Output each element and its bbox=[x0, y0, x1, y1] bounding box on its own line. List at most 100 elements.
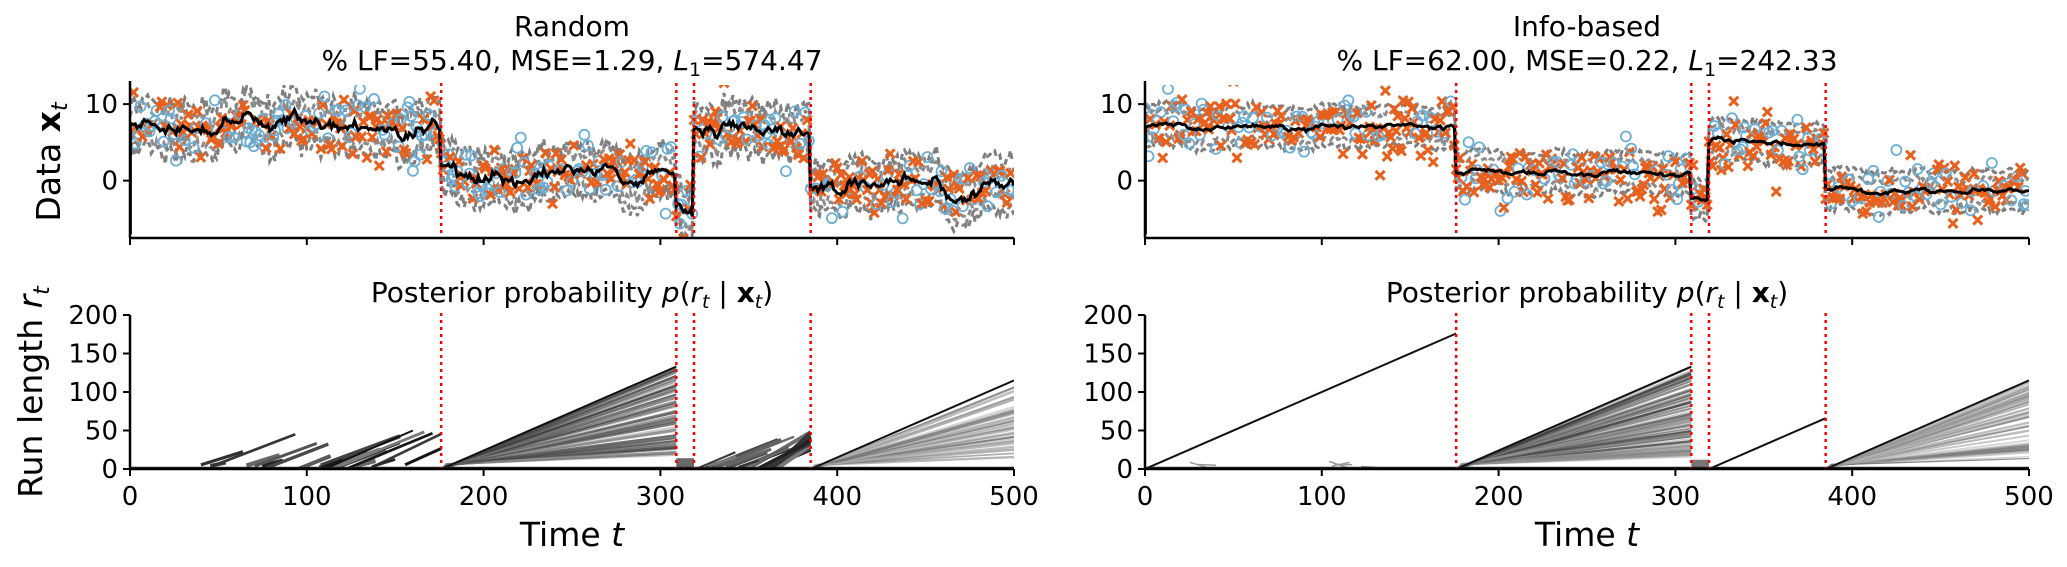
run-length-diagonal bbox=[810, 379, 1014, 469]
observed-point bbox=[1503, 160, 1515, 173]
run-length-streak bbox=[441, 374, 677, 469]
run-length-streak bbox=[1829, 448, 2029, 467]
observed-point bbox=[619, 166, 631, 178]
y-tick-label: 100 bbox=[1083, 378, 1133, 408]
posterior-mean-line bbox=[130, 105, 1014, 217]
unobserved-point bbox=[178, 134, 191, 147]
observed-point bbox=[1657, 163, 1669, 175]
unobserved-point bbox=[1985, 157, 1998, 169]
observed-point bbox=[1176, 94, 1188, 106]
run-length-streak bbox=[707, 455, 737, 468]
y-tick-label: 50 bbox=[1100, 417, 1133, 447]
run-length-streak bbox=[1459, 388, 1692, 469]
run-length-streak bbox=[1460, 453, 1692, 466]
subtitle-random-metrics: % LF=55.40, MSE=1.29, L1=574.47 bbox=[321, 44, 822, 81]
observed-point bbox=[1615, 174, 1627, 186]
run-length-streak bbox=[815, 410, 1014, 469]
unobserved-point bbox=[599, 183, 612, 196]
observed-point bbox=[1498, 201, 1510, 214]
observed-point bbox=[1160, 136, 1172, 148]
run-length-streak bbox=[1331, 461, 1350, 467]
run-length-block bbox=[1691, 459, 1709, 469]
unobserved-point bbox=[1501, 192, 1514, 205]
run-length-streak bbox=[444, 388, 677, 469]
unobserved-point bbox=[910, 184, 923, 197]
unobserved-point bbox=[2021, 199, 2029, 211]
observed-point bbox=[428, 95, 440, 107]
observed-point bbox=[835, 169, 847, 181]
unobserved-point bbox=[368, 93, 380, 105]
observed-point bbox=[1402, 96, 1414, 108]
observed-point bbox=[831, 162, 843, 174]
observed-point bbox=[1215, 140, 1227, 152]
unobserved-point bbox=[1872, 211, 1885, 223]
observed-point bbox=[1337, 148, 1349, 160]
metric-l1: 242.33 bbox=[1740, 44, 1838, 77]
observed-point bbox=[1395, 145, 1407, 157]
observed-point bbox=[1993, 175, 2005, 187]
observed-point bbox=[1229, 98, 1241, 110]
observed-point bbox=[953, 183, 965, 195]
observed-point bbox=[294, 121, 306, 133]
unobserved-point bbox=[509, 167, 522, 179]
unobserved-point bbox=[1459, 193, 1471, 206]
title-posterior-right: Posterior probability p(rt | xt) bbox=[1386, 276, 1788, 313]
unobserved-point bbox=[780, 165, 792, 178]
run-length-streak bbox=[740, 447, 790, 469]
observed-point bbox=[1392, 110, 1404, 122]
y-tick-label: 0 bbox=[101, 455, 118, 485]
unobserved-point bbox=[825, 212, 838, 225]
observed-point bbox=[801, 114, 813, 126]
run-length-streak bbox=[345, 432, 434, 469]
observed-point bbox=[1192, 113, 1204, 125]
unobserved-point bbox=[1791, 113, 1804, 126]
observed-point bbox=[755, 113, 767, 125]
run-length-streak bbox=[816, 428, 1014, 468]
observed-point bbox=[1484, 181, 1496, 193]
observed-point bbox=[315, 143, 327, 155]
run-length-streak bbox=[737, 459, 759, 469]
observed-point bbox=[817, 168, 829, 180]
x-tick-label: 0 bbox=[122, 482, 139, 512]
x-tick-label: 100 bbox=[1297, 482, 1347, 512]
run-length-streak bbox=[1457, 372, 1692, 469]
unobserved-point bbox=[1238, 110, 1250, 123]
x-tick-label: 400 bbox=[812, 482, 862, 512]
plot-area bbox=[130, 365, 1014, 469]
observed-point bbox=[798, 152, 810, 164]
run-length-streak bbox=[443, 411, 677, 468]
unobserved-point bbox=[253, 129, 265, 142]
y-tick-label: 0 bbox=[101, 167, 118, 197]
unobserved-point bbox=[1619, 130, 1632, 143]
observed-point bbox=[695, 152, 707, 164]
observed-point bbox=[325, 143, 338, 155]
observed-point bbox=[1942, 175, 1954, 187]
run-length-streak bbox=[444, 394, 677, 469]
observed-point bbox=[1818, 127, 1830, 139]
unobserved-point bbox=[187, 141, 200, 154]
observed-point bbox=[778, 144, 790, 156]
panel-data-random: 0 10 bbox=[85, 81, 1015, 245]
unobserved-point bbox=[578, 128, 591, 141]
observed-point bbox=[1422, 144, 1434, 156]
observed-point bbox=[1351, 107, 1363, 119]
unobserved-point bbox=[460, 148, 472, 161]
posterior-mean-line bbox=[1145, 121, 2029, 203]
observed-point bbox=[1466, 158, 1478, 170]
observed-point bbox=[1165, 100, 1178, 112]
x-tick-label: 0 bbox=[1137, 482, 1154, 512]
unobserved-point bbox=[1867, 164, 1880, 177]
run-length-streak bbox=[210, 432, 296, 468]
observed-point bbox=[336, 140, 348, 152]
unobserved-point bbox=[659, 207, 672, 220]
unobserved-point bbox=[896, 212, 909, 225]
observed-point bbox=[1231, 152, 1243, 164]
unobserved-point bbox=[1409, 127, 1422, 140]
unobserved-point bbox=[353, 85, 366, 95]
unobserved-point bbox=[352, 99, 364, 112]
y-axis-label-run-length: Run length rt bbox=[11, 285, 55, 498]
unobserved-point bbox=[1342, 94, 1355, 107]
observed-point bbox=[260, 142, 272, 154]
run-length-streak bbox=[713, 438, 782, 469]
unobserved-point bbox=[1162, 85, 1174, 95]
